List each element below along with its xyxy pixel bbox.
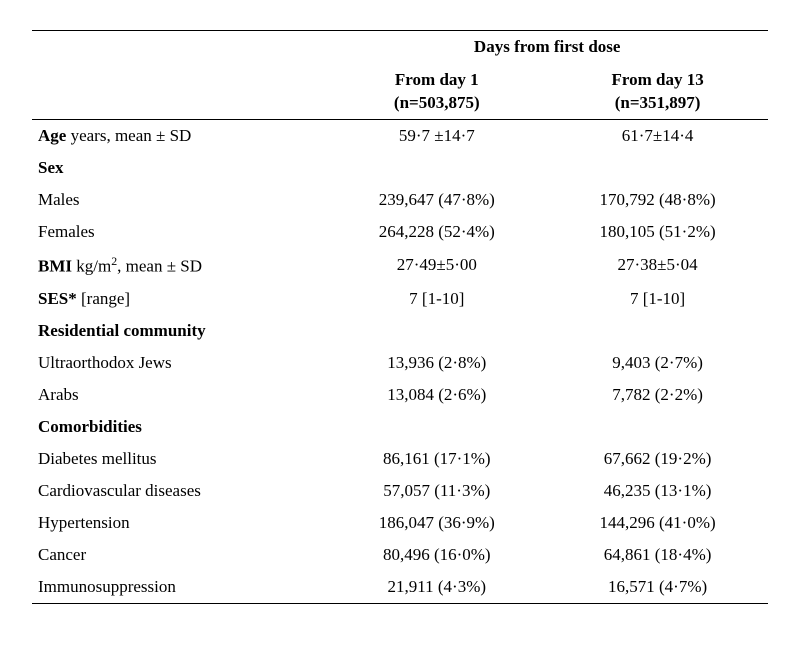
diabetes-v2: 67,662 (19·2%) — [547, 443, 768, 475]
males-v2: 170,792 (48·8%) — [547, 184, 768, 216]
bmi-label-bold: BMI — [38, 257, 72, 276]
header-col2: From day 1 (n=503,875) — [326, 63, 547, 119]
age-label: Age years, mean ± SD — [32, 119, 326, 152]
bmi-label-rest: , mean ± SD — [117, 257, 202, 276]
demographics-table: Days from first dose From day 1 (n=503,8… — [32, 30, 768, 604]
header-spanning: Days from first dose — [326, 31, 768, 64]
residential-header: Residential community — [32, 315, 326, 347]
header-col3: From day 13 (n=351,897) — [547, 63, 768, 119]
bmi-v1: 27·49±5·00 — [326, 248, 547, 283]
immunosuppression-label: Immunosuppression — [32, 571, 326, 604]
row-residential-header: Residential community — [32, 315, 768, 347]
row-immunosuppression: Immunosuppression 21,911 (4·3%) 16,571 (… — [32, 571, 768, 604]
age-label-rest: years, mean ± SD — [66, 126, 191, 145]
header-col3-line2: (n=351,897) — [615, 93, 701, 112]
bmi-v2: 27·38±5·04 — [547, 248, 768, 283]
bmi-label: BMI kg/m2, mean ± SD — [32, 248, 326, 283]
females-v2: 180,105 (51·2%) — [547, 216, 768, 248]
header-col2-line2: (n=503,875) — [394, 93, 480, 112]
hypertension-v1: 186,047 (36·9%) — [326, 507, 547, 539]
cvd-v2: 46,235 (13·1%) — [547, 475, 768, 507]
bmi-label-unit: kg/m — [72, 257, 111, 276]
hypertension-label: Hypertension — [32, 507, 326, 539]
row-sex-header: Sex — [32, 152, 768, 184]
females-label: Females — [32, 216, 326, 248]
arabs-label: Arabs — [32, 379, 326, 411]
row-hypertension: Hypertension 186,047 (36·9%) 144,296 (41… — [32, 507, 768, 539]
header-col3-line1: From day 13 — [611, 70, 703, 89]
header-empty — [32, 31, 326, 64]
header-empty-2 — [32, 63, 326, 119]
ultraorthodox-v2: 9,403 (2·7%) — [547, 347, 768, 379]
cvd-label: Cardiovascular diseases — [32, 475, 326, 507]
ses-v2: 7 [1-10] — [547, 283, 768, 315]
males-label: Males — [32, 184, 326, 216]
row-cvd: Cardiovascular diseases 57,057 (11·3%) 4… — [32, 475, 768, 507]
females-v1: 264,228 (52·4%) — [326, 216, 547, 248]
immunosuppression-v1: 21,911 (4·3%) — [326, 571, 547, 604]
arabs-v2: 7,782 (2·2%) — [547, 379, 768, 411]
row-cancer: Cancer 80,496 (16·0%) 64,861 (18·4%) — [32, 539, 768, 571]
age-label-bold: Age — [38, 126, 66, 145]
ultraorthodox-v1: 13,936 (2·8%) — [326, 347, 547, 379]
cancer-v2: 64,861 (18·4%) — [547, 539, 768, 571]
row-males: Males 239,647 (47·8%) 170,792 (48·8%) — [32, 184, 768, 216]
immunosuppression-v2: 16,571 (4·7%) — [547, 571, 768, 604]
arabs-v1: 13,084 (2·6%) — [326, 379, 547, 411]
row-bmi: BMI kg/m2, mean ± SD 27·49±5·00 27·38±5·… — [32, 248, 768, 283]
ses-label: SES* [range] — [32, 283, 326, 315]
diabetes-v1: 86,161 (17·1%) — [326, 443, 547, 475]
cancer-label: Cancer — [32, 539, 326, 571]
age-v1: 59·7 ±14·7 — [326, 119, 547, 152]
row-ses: SES* [range] 7 [1-10] 7 [1-10] — [32, 283, 768, 315]
row-females: Females 264,228 (52·4%) 180,105 (51·2%) — [32, 216, 768, 248]
sex-header: Sex — [32, 152, 326, 184]
row-comorbidities-header: Comorbidities — [32, 411, 768, 443]
header-col2-line1: From day 1 — [395, 70, 479, 89]
cvd-v1: 57,057 (11·3%) — [326, 475, 547, 507]
ses-label-bold: SES — [38, 289, 68, 308]
row-age: Age years, mean ± SD 59·7 ±14·7 61·7±14·… — [32, 119, 768, 152]
ses-v1: 7 [1-10] — [326, 283, 547, 315]
diabetes-label: Diabetes mellitus — [32, 443, 326, 475]
hypertension-v2: 144,296 (41·0%) — [547, 507, 768, 539]
cancer-v1: 80,496 (16·0%) — [326, 539, 547, 571]
row-diabetes: Diabetes mellitus 86,161 (17·1%) 67,662 … — [32, 443, 768, 475]
ses-label-star: * — [68, 289, 77, 308]
age-v2: 61·7±14·4 — [547, 119, 768, 152]
row-arabs: Arabs 13,084 (2·6%) 7,782 (2·2%) — [32, 379, 768, 411]
males-v1: 239,647 (47·8%) — [326, 184, 547, 216]
row-ultraorthodox: Ultraorthodox Jews 13,936 (2·8%) 9,403 (… — [32, 347, 768, 379]
comorbidities-header: Comorbidities — [32, 411, 326, 443]
ses-label-rest: [range] — [77, 289, 130, 308]
ultraorthodox-label: Ultraorthodox Jews — [32, 347, 326, 379]
